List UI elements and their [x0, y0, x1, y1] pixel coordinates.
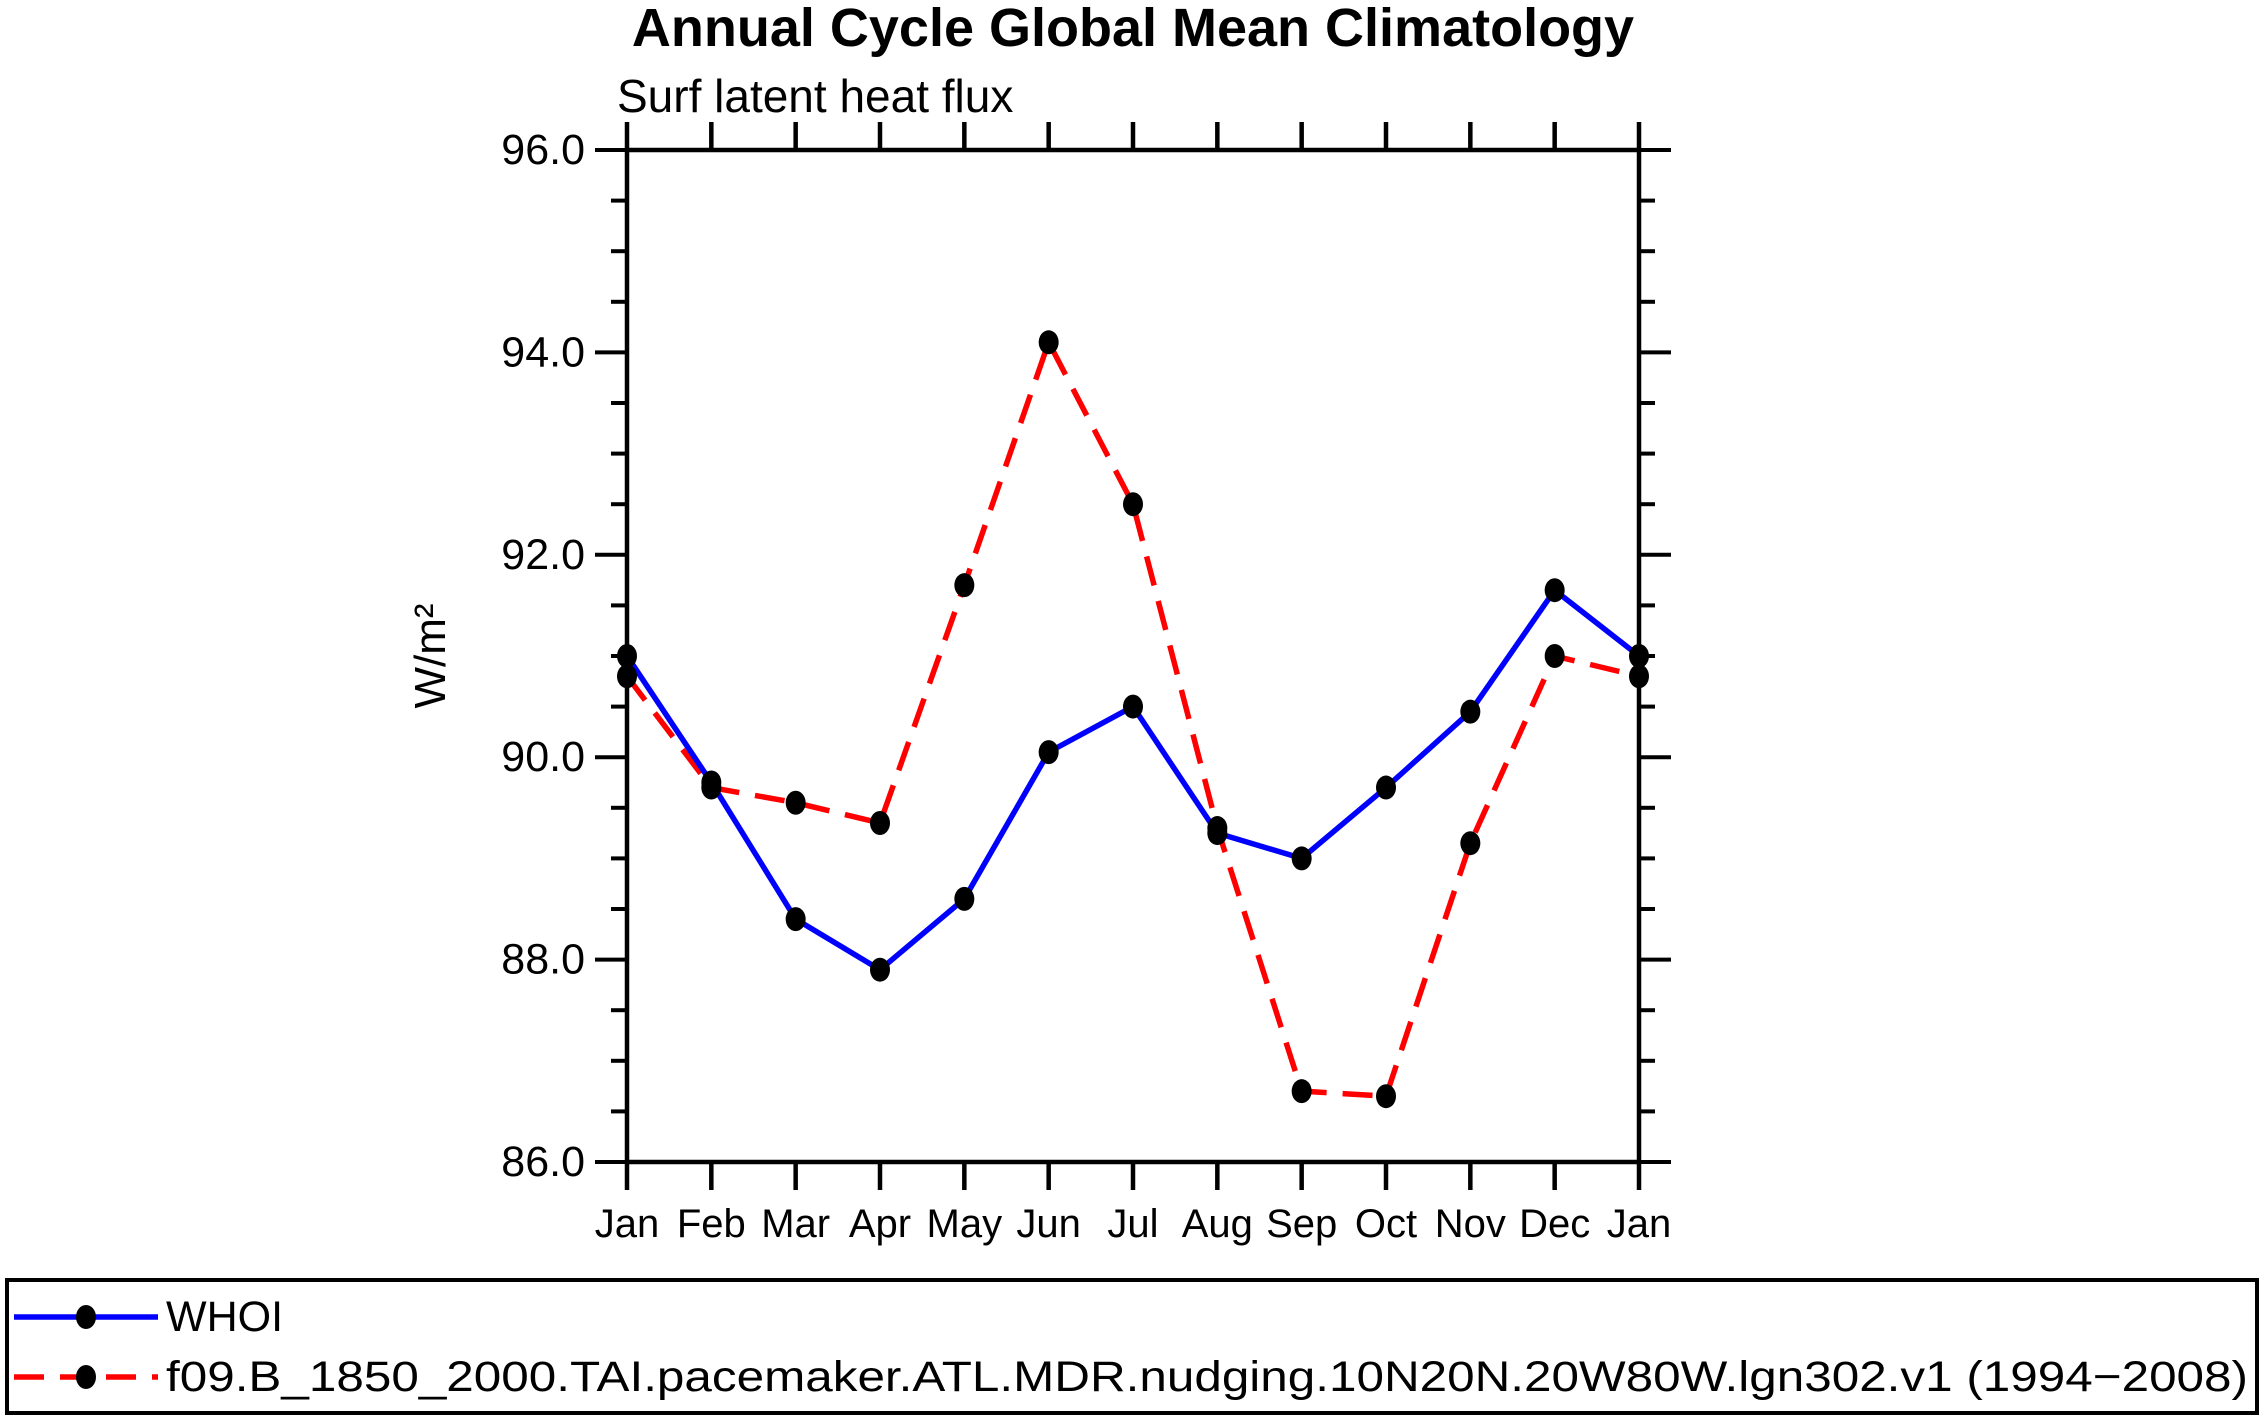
series-lines: [624, 339, 1641, 1099]
chart-subtitle: Surf latent heat flux: [617, 70, 1013, 122]
x-tick-label: Oct: [1355, 1202, 1417, 1246]
x-tick-label: Mar: [761, 1202, 830, 1246]
legend-label-f09: f09.B_1850_2000.TAI.pacemaker.ATL.MDR.nu…: [166, 1353, 2248, 1401]
y-tick-label: 86.0: [501, 1138, 585, 1186]
x-tick-label: Aug: [1182, 1202, 1253, 1246]
y-tick-label: 92.0: [501, 531, 585, 579]
data-point-marker: [785, 907, 806, 932]
x-ticks: [624, 122, 1642, 1190]
y-tick-label: 96.0: [501, 126, 585, 174]
data-point-marker: [1376, 1084, 1396, 1109]
x-tick-label: May: [927, 1202, 1003, 1246]
legend-box: [5, 1278, 2259, 1415]
data-point-marker: [870, 810, 890, 835]
y-tick-label: 94.0: [501, 328, 585, 376]
plot-frame: [624, 147, 1642, 1165]
legend-marker-f09: [76, 1365, 96, 1389]
x-tick-label: Jun: [1016, 1202, 1081, 1246]
data-point-marker: [954, 573, 975, 598]
axis-frame: [624, 147, 1642, 1165]
y-ticks: [595, 148, 1671, 1164]
legend-label-whoi: WHOI: [166, 1293, 283, 1341]
data-point-marker: [1544, 644, 1565, 668]
series-markers: [617, 330, 1649, 1109]
data-point-marker: [617, 644, 637, 668]
data-point-marker: [1376, 775, 1396, 800]
data-point-marker: [1123, 492, 1143, 517]
legend: WHOI f09.B_1850_2000.TAI.pacemaker.ATL.M…: [5, 1278, 2259, 1415]
data-point-marker: [1038, 740, 1059, 765]
x-tick-label: Sep: [1266, 1202, 1337, 1246]
x-tick-label: Jan: [595, 1202, 660, 1246]
x-tick-label: Jul: [1107, 1202, 1158, 1246]
x-tick-labels: Jan Feb Mar Apr May Jun Jul Aug Sep Oct Nov Dec Jan: [595, 1202, 1672, 1246]
data-point-marker: [785, 790, 806, 815]
legend-marker-whoi: [76, 1305, 96, 1329]
series-line-f09: [624, 339, 1640, 1099]
data-point-marker: [701, 770, 722, 795]
data-point-marker: [1629, 644, 1649, 668]
x-tick-label: Nov: [1435, 1202, 1506, 1246]
x-tick-label: Dec: [1519, 1202, 1590, 1246]
data-point-marker: [870, 957, 890, 982]
y-tick-labels: 86.0 88.0 90.0 92.0 94.0 96.0: [501, 126, 585, 1186]
x-tick-label: Feb: [677, 1202, 746, 1246]
data-point-marker: [1123, 694, 1143, 719]
data-point-marker: [1629, 664, 1649, 689]
x-tick-label: Apr: [849, 1202, 911, 1246]
data-point-marker: [1291, 846, 1312, 871]
data-point-marker: [617, 664, 637, 689]
y-axis-label: W/m²: [406, 603, 455, 708]
data-point-marker: [1038, 330, 1059, 355]
x-tick-label: Jan: [1607, 1202, 1672, 1246]
data-point-marker: [1207, 821, 1228, 846]
data-point-marker: [1544, 578, 1565, 603]
data-point-marker: [1460, 699, 1481, 724]
data-point-marker: [1291, 1079, 1312, 1104]
y-tick-label: 88.0: [501, 936, 585, 984]
data-point-marker: [1460, 831, 1481, 856]
data-point-marker: [954, 886, 975, 911]
series-line-whoi: [624, 587, 1641, 973]
chart-title: Annual Cycle Global Mean Climatology: [632, 0, 1634, 58]
y-tick-label: 90.0: [501, 733, 585, 781]
